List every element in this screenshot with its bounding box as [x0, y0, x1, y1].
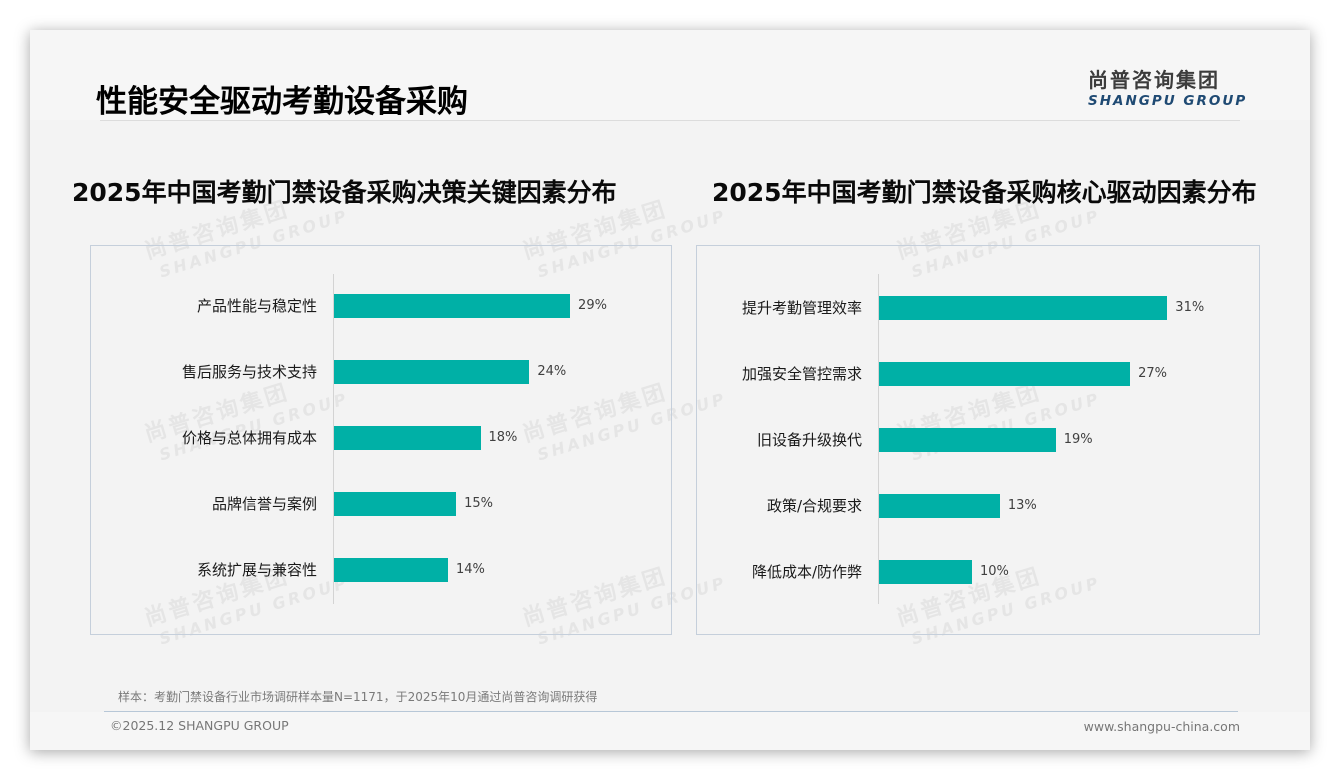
- left-chart-title: 2025年中国考勤门禁设备采购决策关键因素分布: [72, 178, 617, 207]
- bar-row: 价格与总体拥有成本 18%: [91, 426, 671, 450]
- bar: [334, 294, 571, 318]
- category-label: 加强安全管控需求: [741, 365, 862, 383]
- category-label: 品牌信誉与案例: [211, 495, 317, 513]
- title-divider: [100, 120, 1240, 121]
- header-band: [30, 30, 1310, 120]
- right-chart-title: 2025年中国考勤门禁设备采购核心驱动因素分布: [712, 178, 1257, 207]
- value-label: 19%: [1063, 432, 1093, 447]
- value-label: 31%: [1175, 300, 1205, 315]
- category-label: 政策/合规要求: [766, 497, 862, 515]
- bar: [334, 492, 457, 516]
- logo-chinese-text: 尚普咨询集团: [1088, 68, 1220, 92]
- value-label: 13%: [1007, 498, 1037, 513]
- bar-row: 提升考勤管理效率 31%: [697, 296, 1259, 320]
- company-logo: 尚普咨询集团 SHANGPU GROUP: [1088, 64, 1248, 109]
- bar-row: 产品性能与稳定性 29%: [91, 294, 671, 318]
- value-label: 18%: [488, 430, 518, 445]
- category-label: 系统扩展与兼容性: [196, 561, 317, 579]
- bar-row: 降低成本/防作弊 10%: [697, 560, 1259, 584]
- website-url: www.shangpu-china.com: [1083, 719, 1240, 734]
- bar: [334, 360, 530, 384]
- bar: [879, 428, 1056, 452]
- logo-english-text: SHANGPU GROUP: [1088, 93, 1248, 109]
- bar: [879, 296, 1168, 320]
- y-axis-line: [878, 274, 879, 604]
- decision-factors-chart: 产品性能与稳定性 29% 售后服务与技术支持 24% 价格与总体拥有成本 18% 品牌信誉与…: [90, 245, 672, 635]
- bar-row: 旧设备升级换代 19%: [697, 428, 1259, 452]
- category-label: 售后服务与技术支持: [181, 363, 317, 381]
- bar-row: 品牌信誉与案例 15%: [91, 492, 671, 516]
- footer-divider: [104, 711, 1238, 712]
- bar: [879, 560, 972, 584]
- bar-row: 政策/合规要求 13%: [697, 494, 1259, 518]
- value-label: 29%: [578, 298, 607, 313]
- y-axis-line: [333, 274, 334, 604]
- bar-row: 系统扩展与兼容性 14%: [91, 558, 671, 582]
- core-drivers-chart: 提升考勤管理效率 31% 加强安全管控需求 27% 旧设备升级换代 19% 政策/合规要求 1…: [696, 245, 1260, 635]
- value-label: 15%: [464, 496, 493, 511]
- bar: [879, 362, 1131, 386]
- category-label: 提升考勤管理效率: [741, 299, 862, 317]
- value-label: 27%: [1138, 366, 1167, 381]
- category-label: 价格与总体拥有成本: [181, 429, 317, 447]
- page-title: 性能安全驱动考勤设备采购: [96, 84, 468, 120]
- bar-row: 售后服务与技术支持 24%: [91, 360, 671, 384]
- footer-band: [30, 712, 1310, 750]
- bar: [879, 494, 1000, 518]
- copyright-text: ©2025.12 SHANGPU GROUP: [110, 718, 289, 733]
- source-note: 样本：考勤门禁设备行业市场调研样本量N=1171，于2025年10月通过尚普咨询…: [118, 690, 598, 704]
- bar: [334, 558, 448, 582]
- category-label: 产品性能与稳定性: [196, 297, 317, 315]
- bar: [334, 426, 481, 450]
- value-label: 10%: [980, 564, 1009, 579]
- bar-row: 加强安全管控需求 27%: [697, 362, 1259, 386]
- category-label: 降低成本/防作弊: [751, 563, 862, 581]
- value-label: 14%: [455, 562, 485, 577]
- slide: 尚普咨询集团 SHANGPU GROUP 尚普咨询集团 SHANGPU GROUP …: [30, 30, 1310, 750]
- value-label: 24%: [537, 364, 567, 379]
- category-label: 旧设备升级换代: [756, 431, 862, 449]
